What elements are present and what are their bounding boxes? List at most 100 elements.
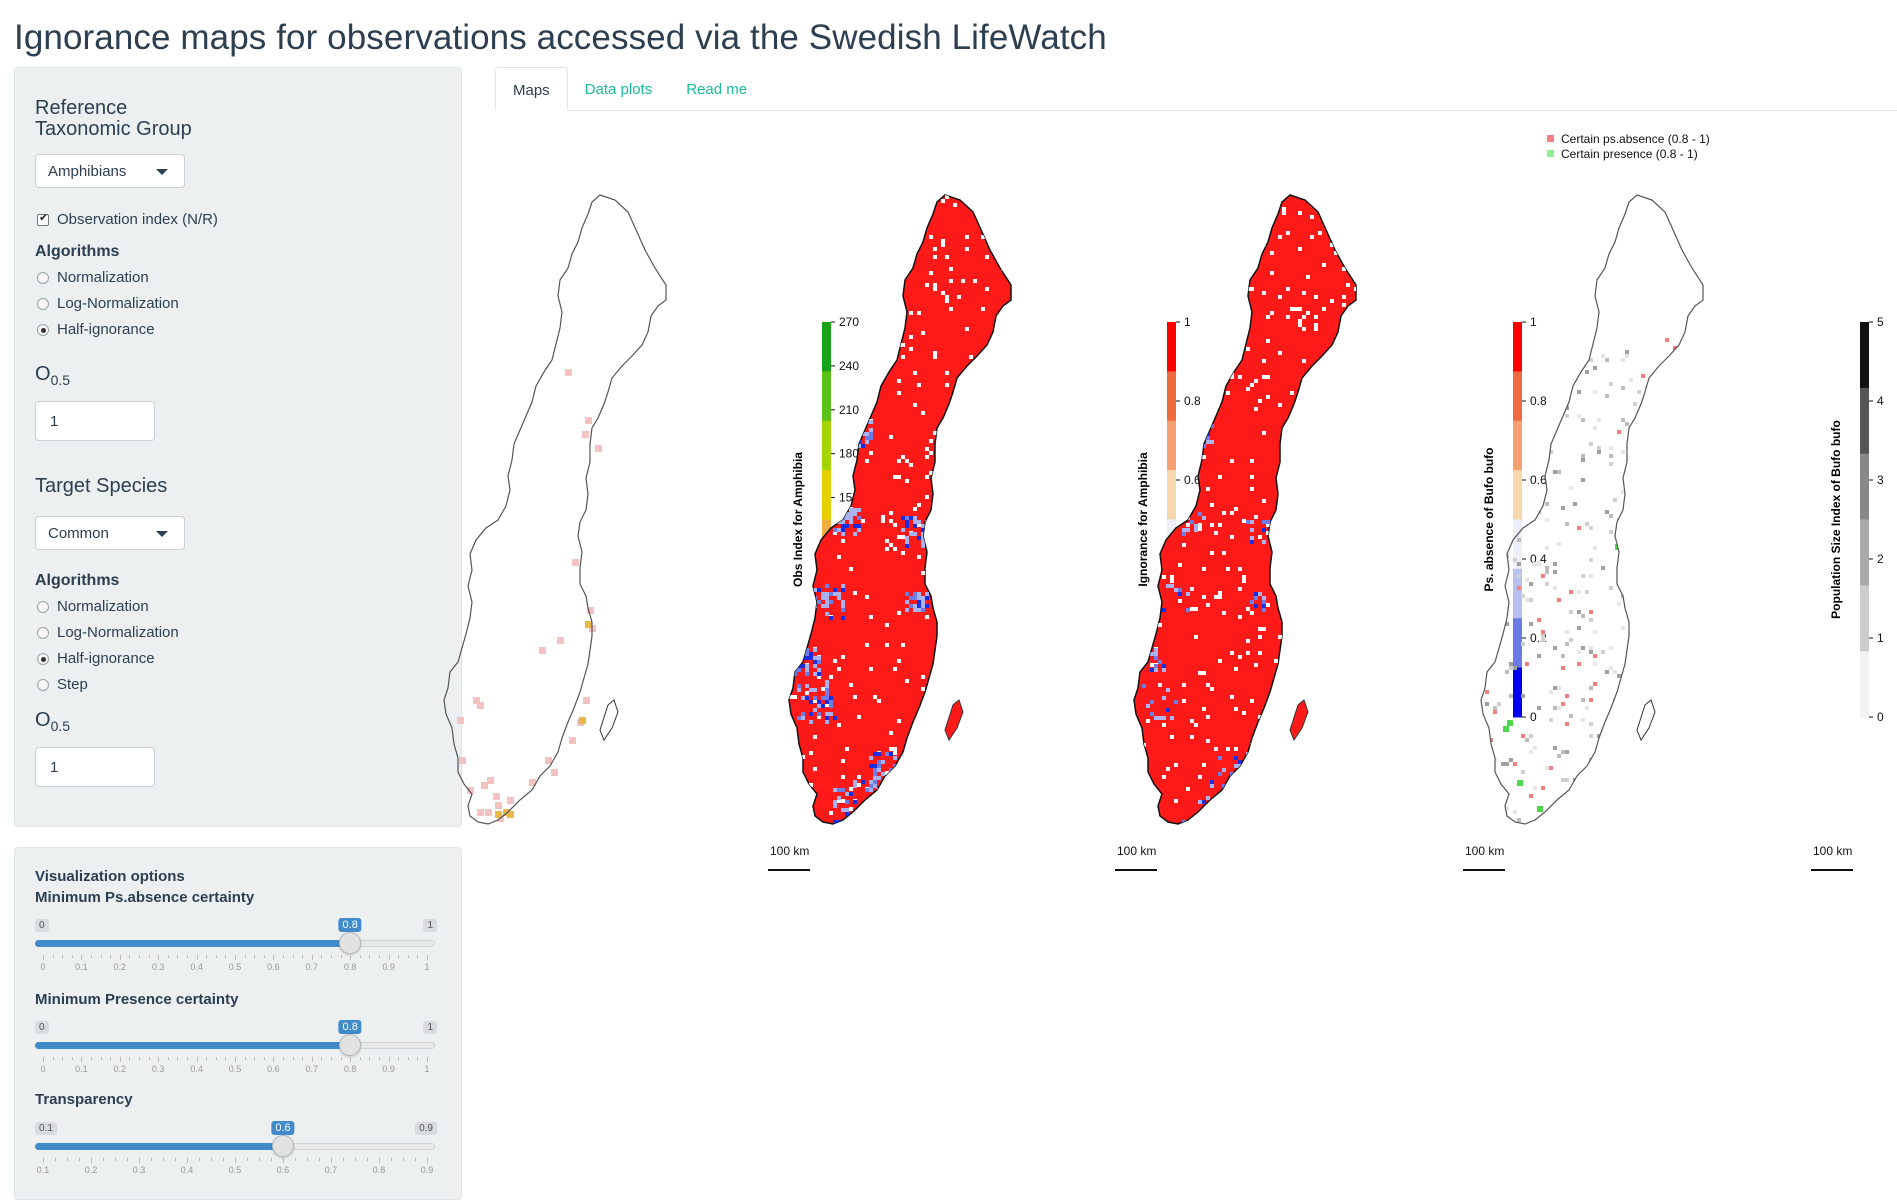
radio-selected-icon[interactable] — [37, 652, 49, 665]
cell-white — [1266, 531, 1270, 535]
cell-blue — [809, 688, 813, 692]
cell-white — [993, 619, 997, 623]
cell-blue — [865, 808, 869, 812]
cell-blue — [817, 600, 821, 604]
cell-white — [1358, 763, 1362, 767]
tab-maps[interactable]: Maps — [495, 67, 568, 111]
reference-o-input[interactable]: 1 — [35, 401, 155, 441]
target-radio-half-ignorance[interactable]: Half-ignorance — [37, 650, 155, 667]
cell-blue — [841, 508, 845, 512]
radio-icon[interactable] — [37, 271, 49, 284]
cell-white — [873, 359, 877, 363]
slider-handle[interactable] — [272, 1135, 294, 1157]
cell-grey — [1533, 562, 1537, 566]
slider-minor-tick — [100, 955, 102, 958]
cell-white — [801, 235, 805, 239]
observation-index-checkbox[interactable]: Observation index (N/R) — [37, 211, 218, 228]
target-species-select[interactable]: Common — [35, 516, 185, 550]
cell-white — [865, 595, 869, 599]
cell-grey — [1501, 458, 1505, 462]
cell-white — [805, 327, 809, 331]
cell-white — [1230, 339, 1234, 343]
target-o-input[interactable]: 1 — [35, 747, 155, 787]
radio-icon[interactable] — [37, 626, 49, 639]
tab-data-plots[interactable]: Data plots — [584, 81, 653, 98]
cell-grey — [1593, 366, 1597, 370]
cell-white — [1234, 667, 1238, 671]
cell-grey — [1701, 630, 1703, 634]
cell-grey — [1589, 442, 1593, 446]
cell-red — [1657, 374, 1661, 378]
radio-icon[interactable] — [37, 297, 49, 310]
target-radio-log-normalization[interactable]: Log-Normalization — [37, 624, 179, 641]
cell-grey — [1477, 702, 1481, 706]
presence-certainty-slider[interactable]: 0 1 0.8 0 0.1 0.2 0.3 0.4 0.5 0.6 0.7 0.8 0.9 1 — [35, 1020, 441, 1081]
cell-blue — [893, 764, 897, 768]
cell-white — [849, 787, 853, 791]
cell-grey — [1661, 570, 1665, 574]
cell-blue — [1198, 812, 1202, 816]
ps-absence-certainty-slider[interactable]: 0 1 0.8 0 0.1 0.2 0.3 0.4 0.5 0.6 0.7 0.8 0.9 1 — [35, 918, 441, 979]
slider-minor-tick — [100, 1057, 102, 1060]
cell-white — [1194, 723, 1198, 727]
slider-tick — [388, 955, 390, 960]
reference-radio-log-normalization[interactable]: Log-Normalization — [37, 295, 179, 312]
cell-white — [1170, 575, 1174, 579]
cell-white — [969, 635, 973, 639]
reference-radio-normalization[interactable]: Normalization — [37, 269, 149, 286]
cell-blue — [1154, 612, 1158, 616]
cell-white — [945, 539, 949, 543]
cell-grey — [1677, 394, 1681, 398]
cell-white — [1214, 747, 1218, 751]
cell-white — [785, 207, 789, 211]
target-radio-normalization[interactable]: Normalization — [37, 598, 149, 615]
cell-blue — [837, 592, 841, 596]
slider-handle[interactable] — [339, 1034, 362, 1056]
cell-blue — [913, 604, 917, 608]
cell-blue — [853, 532, 857, 536]
colorbar-segment — [1513, 470, 1522, 520]
cell-blue — [821, 592, 825, 596]
cell-white — [1202, 455, 1206, 459]
slider-handle[interactable] — [339, 932, 362, 954]
cell-grey — [1545, 570, 1549, 574]
cell-white — [957, 507, 961, 511]
cell-white — [897, 659, 901, 663]
cell-grey — [1581, 458, 1585, 462]
cell-blue — [1194, 524, 1198, 528]
cell-white — [1250, 459, 1254, 463]
colorbar-segment — [822, 420, 831, 471]
slider-tick — [427, 1057, 428, 1062]
cell-blue — [817, 656, 821, 660]
target-radio-step[interactable]: Step — [37, 676, 88, 693]
cell-blue — [825, 612, 829, 616]
cell-grey — [1685, 622, 1689, 626]
reference-radio-half-ignorance[interactable]: Half-ignorance — [37, 321, 155, 338]
transparency-slider[interactable]: 0.1 0.9 0.6 0.1 0.2 0.3 0.4 0.5 0.6 0.7 0.8 0.9 — [35, 1121, 441, 1182]
cell-white — [1198, 671, 1202, 675]
cell-blue — [897, 780, 901, 784]
reference-group-select[interactable]: Amphibians — [35, 154, 185, 188]
slider-tick — [427, 955, 428, 960]
cell-blue — [813, 708, 817, 712]
radio-icon[interactable] — [37, 678, 49, 691]
cell-grey — [1489, 350, 1493, 354]
slider-tick-label: 0.5 — [228, 1165, 242, 1175]
cell-white — [1186, 787, 1190, 791]
cell-grey — [1677, 814, 1681, 818]
reference-group-select-value: Amphibians — [48, 163, 127, 180]
target-o-label: O0.5 — [35, 710, 70, 737]
cell-white — [1318, 231, 1322, 235]
cell-blue — [885, 788, 889, 792]
checkbox-icon[interactable] — [37, 211, 49, 226]
cell-blue — [877, 764, 881, 768]
cell-white — [841, 351, 845, 355]
cell-white — [817, 299, 821, 303]
tab-read-me[interactable]: Read me — [686, 81, 748, 98]
cell-grey — [1713, 618, 1717, 622]
radio-icon[interactable] — [37, 600, 49, 613]
radio-selected-icon[interactable] — [37, 323, 49, 336]
cell-white — [1150, 567, 1154, 571]
cell-blue — [873, 772, 877, 776]
